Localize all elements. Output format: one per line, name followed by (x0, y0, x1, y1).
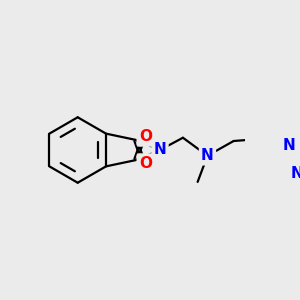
Text: O: O (139, 129, 152, 144)
Text: N: N (201, 148, 214, 163)
Text: N: N (291, 166, 300, 181)
Text: O: O (139, 156, 152, 171)
Text: N: N (154, 142, 166, 158)
Text: N: N (283, 138, 296, 153)
